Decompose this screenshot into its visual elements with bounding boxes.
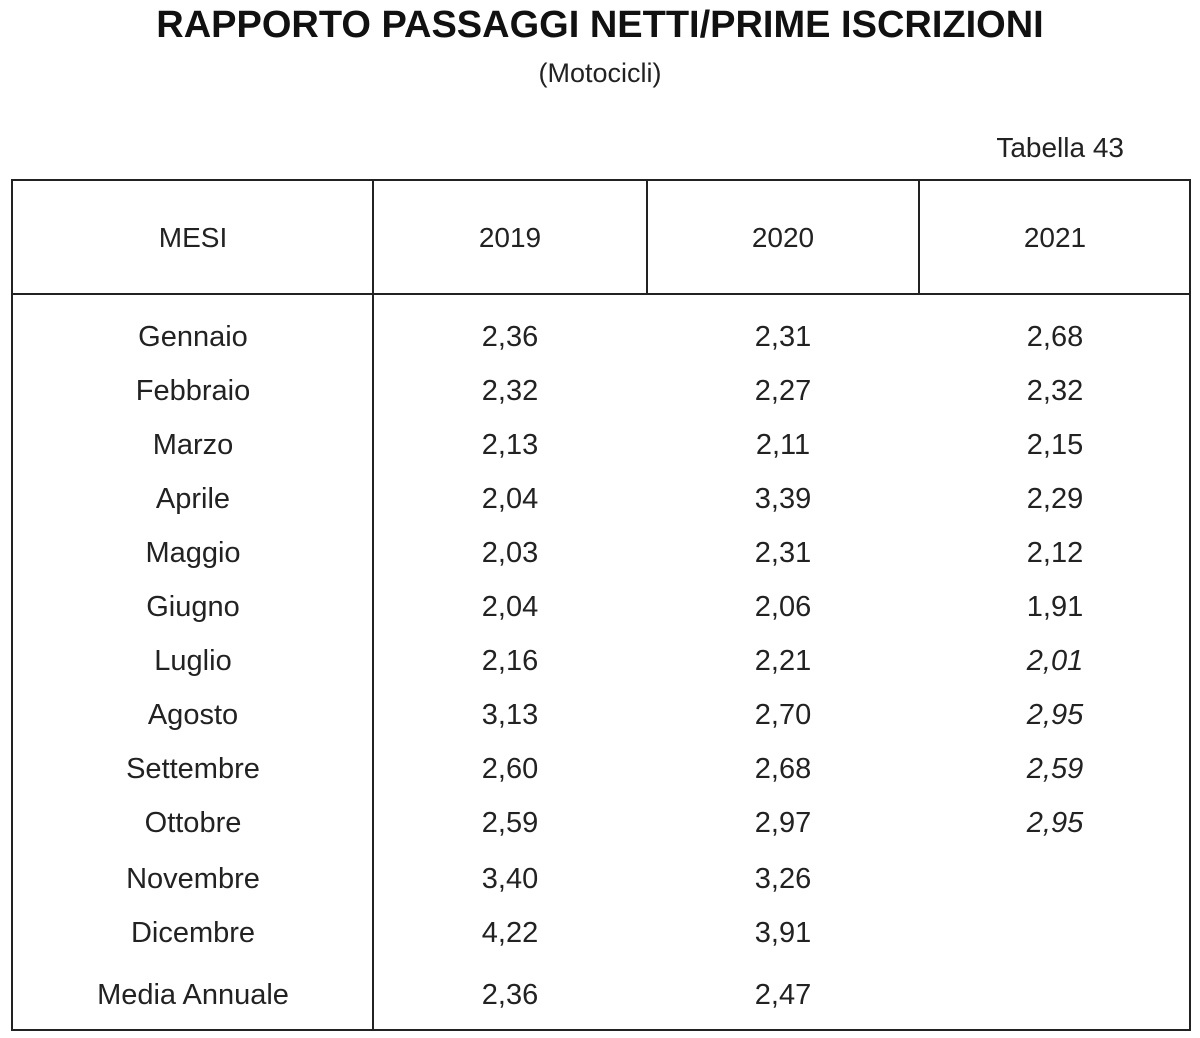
value-2021-cell [919,855,1191,903]
table-row: Gennaio 2,36 2,31 2,68 [13,313,1189,361]
value-2020-cell: 2,21 [754,644,812,677]
column-divider [918,181,920,294]
value-2020-cell: 3,91 [754,916,812,949]
month-cell: Gennaio [138,320,248,353]
value-2019-cell: 2,32 [481,374,539,407]
value-2020-cell: 3,26 [754,862,812,895]
value-2021-cell: 2,59 [1026,752,1084,785]
header-year-2021: 2021 [1023,221,1087,253]
month-cell: Novembre [126,862,260,895]
month-cell: Settembre [126,752,260,785]
table-row: Giugno 2,04 2,06 1,91 [13,583,1189,631]
month-cell: Marzo [152,428,234,461]
value-2021-cell: 2,12 [1026,536,1084,569]
value-2019-cell: 2,36 [481,978,539,1011]
column-divider [372,181,374,1029]
table-row: Ottobre 2,59 2,97 2,95 [13,799,1189,847]
month-cell: Dicembre [130,916,256,949]
table-row: Maggio 2,03 2,31 2,12 [13,529,1189,577]
table-row: Settembre 2,60 2,68 2,59 [13,745,1189,793]
value-2021-cell: 1,91 [1026,590,1084,623]
table-row: Febbraio 2,32 2,27 2,32 [13,367,1189,415]
header-divider [13,293,1189,295]
month-cell: Giugno [146,590,240,623]
month-cell: Agosto [147,698,239,731]
table-row: Media Annuale 2,36 2,47 [13,971,1189,1019]
month-cell: Ottobre [144,806,242,839]
header-months: MESI [158,221,228,253]
value-2019-cell: 3,40 [481,862,539,895]
value-2019-cell: 2,60 [481,752,539,785]
month-cell: Aprile [155,482,231,515]
value-2019-cell: 3,13 [481,698,539,731]
page-subtitle: (Motocicli) [538,58,662,88]
table-row: Novembre 3,40 3,26 [13,855,1189,903]
value-2020-cell: 2,70 [754,698,812,731]
value-2019-cell: 2,03 [481,536,539,569]
value-2020-cell: 3,39 [754,482,812,515]
month-cell: Media Annuale [97,978,289,1011]
value-2020-cell: 2,31 [754,536,812,569]
month-cell: Luglio [154,644,232,677]
page-title: RAPPORTO PASSAGGI NETTI/PRIME ISCRIZIONI [156,4,1044,46]
value-2020-cell: 2,27 [754,374,812,407]
table-row: Aprile 2,04 3,39 2,29 [13,475,1189,523]
value-2021-cell: 2,32 [1026,374,1084,407]
value-2021-cell: 2,95 [1026,806,1084,839]
table-row: Agosto 3,13 2,70 2,95 [13,691,1189,739]
value-2019-cell: 2,16 [481,644,539,677]
value-2019-cell: 2,04 [481,482,539,515]
column-divider [646,181,648,294]
value-2020-cell: 2,31 [754,320,812,353]
value-2019-cell: 2,59 [481,806,539,839]
header-year-2019: 2019 [478,221,542,253]
value-2019-cell: 2,13 [481,428,539,461]
value-2021-cell: 2,01 [1026,644,1084,677]
table-row: Luglio 2,16 2,21 2,01 [13,637,1189,685]
data-table: MESI 2019 2020 2021 Gennaio 2,36 2,31 2,68 F… [11,179,1191,1031]
value-2020-cell: 2,47 [754,978,812,1011]
value-2020-cell: 2,97 [754,806,812,839]
month-cell: Febbraio [135,374,251,407]
value-2019-cell: 2,04 [481,590,539,623]
month-cell: Maggio [145,536,241,569]
table-row: Marzo 2,13 2,11 2,15 [13,421,1189,469]
value-2021-cell [919,909,1191,957]
value-2020-cell: 2,11 [755,428,811,461]
table-reference: Tabella 43 [996,132,1124,163]
value-2021-cell: 2,15 [1026,428,1084,461]
value-2019-cell: 2,36 [481,320,539,353]
value-2021-cell: 2,95 [1026,698,1084,731]
header-year-2020: 2020 [751,221,815,253]
table-row: Dicembre 4,22 3,91 [13,909,1189,957]
value-2021-cell: 2,29 [1026,482,1084,515]
value-2021-cell [919,971,1191,1019]
value-2021-cell: 2,68 [1026,320,1084,353]
value-2019-cell: 4,22 [481,916,539,949]
value-2020-cell: 2,68 [754,752,812,785]
value-2020-cell: 2,06 [754,590,812,623]
